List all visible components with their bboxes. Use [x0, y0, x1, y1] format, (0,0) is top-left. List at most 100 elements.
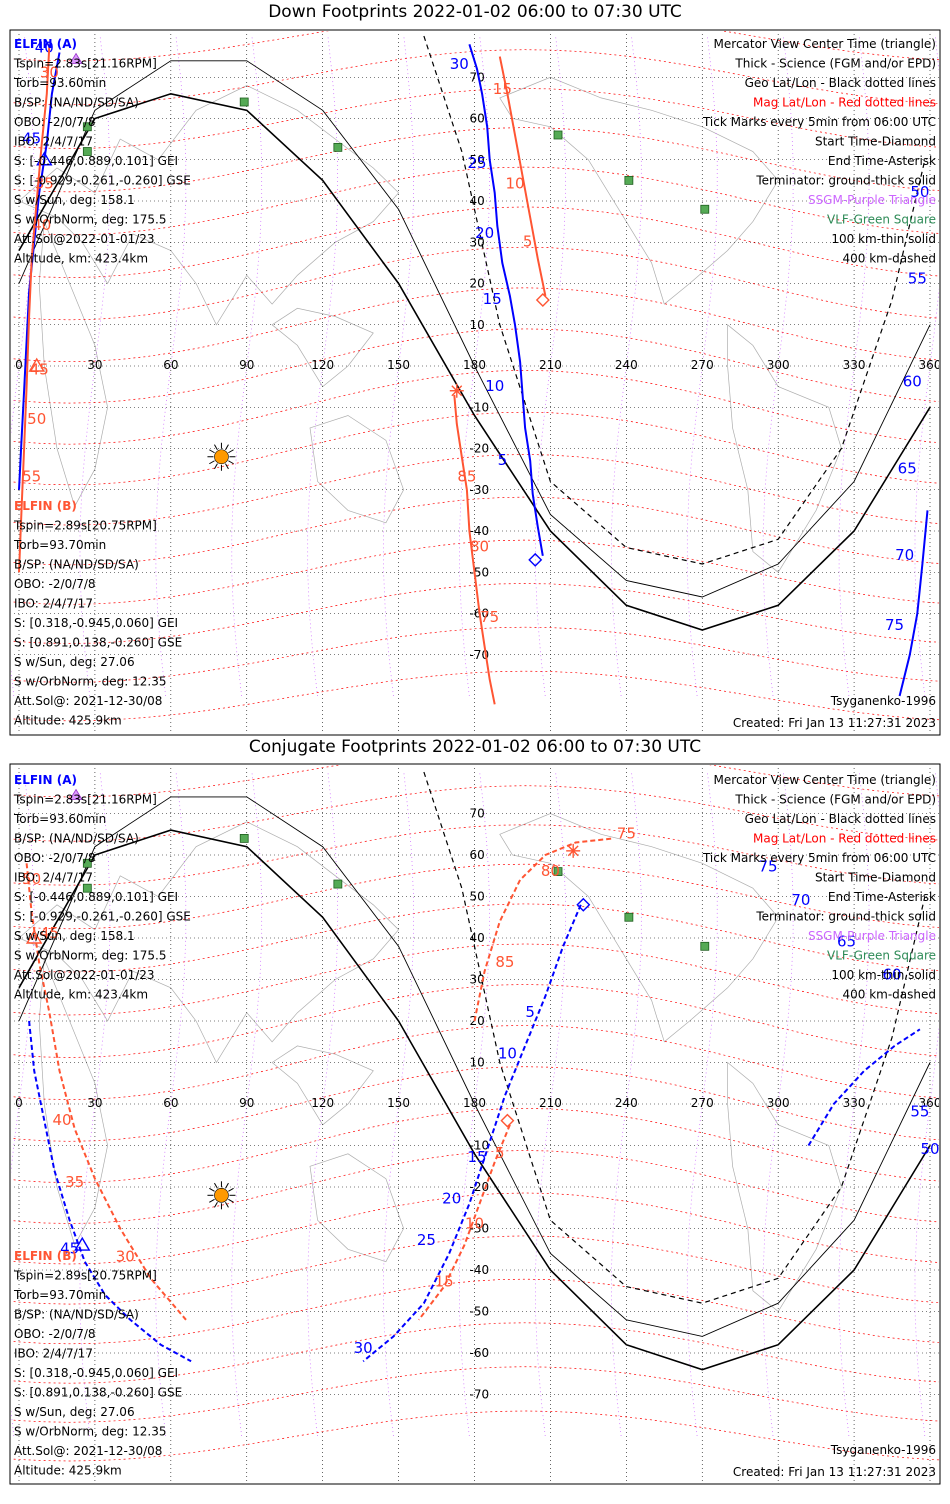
track-time-label: 45	[30, 360, 49, 378]
legend-entry: Tick Marks every 5min from 06:00 UTC	[702, 115, 936, 129]
lat-tick-label: 60	[470, 112, 485, 126]
terminator-400km	[423, 771, 926, 1304]
lat-tick-label: -50	[470, 565, 490, 579]
lat-tick-label: 70	[470, 807, 485, 821]
vlf-site-marker	[624, 175, 634, 185]
elfin-a-info-line: S: [-0.446,0.889,0.101] GEI	[14, 890, 178, 904]
mag-parallel	[11, 824, 939, 886]
lat-tick-label: 40	[470, 931, 485, 945]
created-timestamp: Created: Fri Jan 13 11:27:31 2023	[733, 716, 936, 730]
lon-tick-label: 120	[311, 1096, 334, 1110]
track-time-label: 5	[498, 451, 508, 469]
footprint-track	[807, 1028, 921, 1147]
track-time-label: 55	[22, 468, 41, 486]
lon-tick-label: 270	[691, 358, 714, 372]
lon-tick-label: 300	[767, 358, 790, 372]
legend-entry: Thick - Science (FGM and/or EPD)	[734, 57, 936, 71]
lon-tick-label: 240	[615, 358, 638, 372]
vlf-site-marker	[553, 867, 563, 876]
vlf-site-marker	[82, 122, 92, 132]
track-time-label: 75	[758, 858, 777, 876]
lat-tick-label: 70	[470, 70, 485, 84]
start-diamond	[500, 1113, 515, 1128]
start-diamond	[576, 897, 591, 912]
legend: Mercator View Center Time (triangle) Thic…	[702, 773, 936, 1002]
map-area: 0 30 60 90 120 150 180 210 240 270 300 330 360-70-60…	[11, 765, 939, 1483]
lat-tick-label: 40	[470, 194, 485, 208]
legend-entry: Terminator: ground-thick solid	[755, 174, 936, 188]
track-time-label: 35	[35, 175, 54, 193]
tick-labels: 0 30 60 90 120 150 180 210 240 270 300 330 360-70-60…	[15, 807, 939, 1402]
mag-parallel	[11, 943, 939, 1016]
elfin-b-info-line: Att.Sol@: 2021-12-30/08	[14, 694, 162, 708]
elfin-b-info-line: B/SP: (NA/ND/SD/SA)	[14, 558, 139, 572]
lon-tick-label: 210	[539, 358, 562, 372]
start-diamond	[535, 293, 550, 307]
elfin-a-info-line: Att.Sol@2022-01-01/23	[14, 232, 155, 246]
mag-grid	[11, 765, 939, 1462]
track-time-label: 50	[910, 183, 929, 201]
elfin-a-title: ELFIN (A)	[14, 773, 77, 787]
mag-parallel	[11, 246, 939, 321]
elfin-b-info-line: S w/Sun, deg: 27.06	[14, 1405, 135, 1419]
mag-grid	[11, 31, 939, 722]
mag-parallel	[11, 88, 939, 149]
elfin-b-info-line: Torb=93.70min	[13, 538, 106, 552]
series-elfin-a-: 5 10 15 20 25 30	[354, 897, 591, 1363]
legend-entry: Thick - Science (FGM and/or EPD)	[734, 793, 936, 807]
elfin-b-info-line: B/SP: (NA/ND/SD/SA)	[14, 1308, 139, 1322]
track-time-label: 15	[435, 1273, 454, 1291]
track-time-label: 20	[475, 224, 494, 242]
mag-parallel	[11, 1066, 939, 1142]
track-time-label: 60	[903, 373, 922, 391]
lon-tick-label: 60	[163, 358, 178, 372]
elfin-a-info-line: IBO: 2/4/7/17	[14, 871, 93, 885]
elfin-b-title: ELFIN (B)	[14, 1249, 77, 1263]
elfin-b-info-line: OBO: -2/0/7/8	[14, 577, 96, 591]
mag-parallel	[11, 583, 939, 644]
legend-entry: Mercator View Center Time (triangle)	[714, 37, 936, 51]
coastline	[499, 76, 779, 305]
legend-entry: 100 km-thin solid	[831, 232, 936, 246]
track-time-label: 70	[895, 546, 914, 564]
elfin-a-info-line: Tspin=2.83s[21.16RPM]	[13, 793, 157, 807]
lon-tick-label: 120	[311, 358, 334, 372]
center-triangle	[25, 929, 43, 944]
series-elfin-a-east: 50 55 60 65 70 75	[885, 183, 929, 697]
lat-tick-label: 20	[470, 1014, 485, 1028]
center-triangle	[74, 1236, 91, 1251]
coastline	[499, 813, 779, 1043]
lat-tick-label: -10	[470, 1139, 490, 1153]
terminator-400km	[423, 35, 926, 565]
elfin-b-info-line: Tspin=2.89s[20.75RPM]	[13, 1269, 157, 1283]
coastlines	[18, 76, 842, 573]
track-time-label: 85	[495, 953, 514, 971]
panel-title: Conjugate Footprints 2022-01-02 06:00 to…	[249, 737, 701, 757]
coastline	[727, 324, 842, 573]
mag-parallel	[11, 166, 939, 236]
panel-frame	[9, 763, 941, 1485]
mag-parallel	[11, 1192, 939, 1265]
mag-parallel	[11, 539, 939, 605]
elfin-a-info-line: B/SP: (NA/ND/SD/SA)	[14, 96, 139, 110]
lat-tick-label: -40	[470, 1263, 490, 1277]
track-time-label: 5	[495, 1144, 505, 1162]
panel-frame	[9, 29, 941, 736]
coastline	[271, 1045, 374, 1126]
elfin-b-info-line: Altitude: 425.9km	[14, 1464, 122, 1478]
footprint-track	[473, 837, 614, 1022]
sun-icon	[207, 442, 236, 471]
legend-entry: 400 km-dashed	[842, 988, 936, 1002]
coastlines	[18, 813, 842, 1313]
lon-tick-label: 210	[539, 1096, 562, 1110]
lon-tick-label: 30	[87, 1096, 102, 1110]
mag-parallel	[11, 1108, 939, 1183]
elfin-b-info-line: S: [0.318,-0.945,0.060] GEI	[14, 616, 178, 630]
track-time-label: 25	[417, 1231, 436, 1249]
sun-icon	[207, 1181, 236, 1210]
lon-tick-label: 300	[767, 1096, 790, 1110]
elfin-b-info-line: S w/OrbNorm, deg: 12.35	[14, 675, 166, 689]
vlf-site-marker	[333, 879, 343, 889]
legend-entry: Start Time-Diamond	[815, 135, 936, 149]
